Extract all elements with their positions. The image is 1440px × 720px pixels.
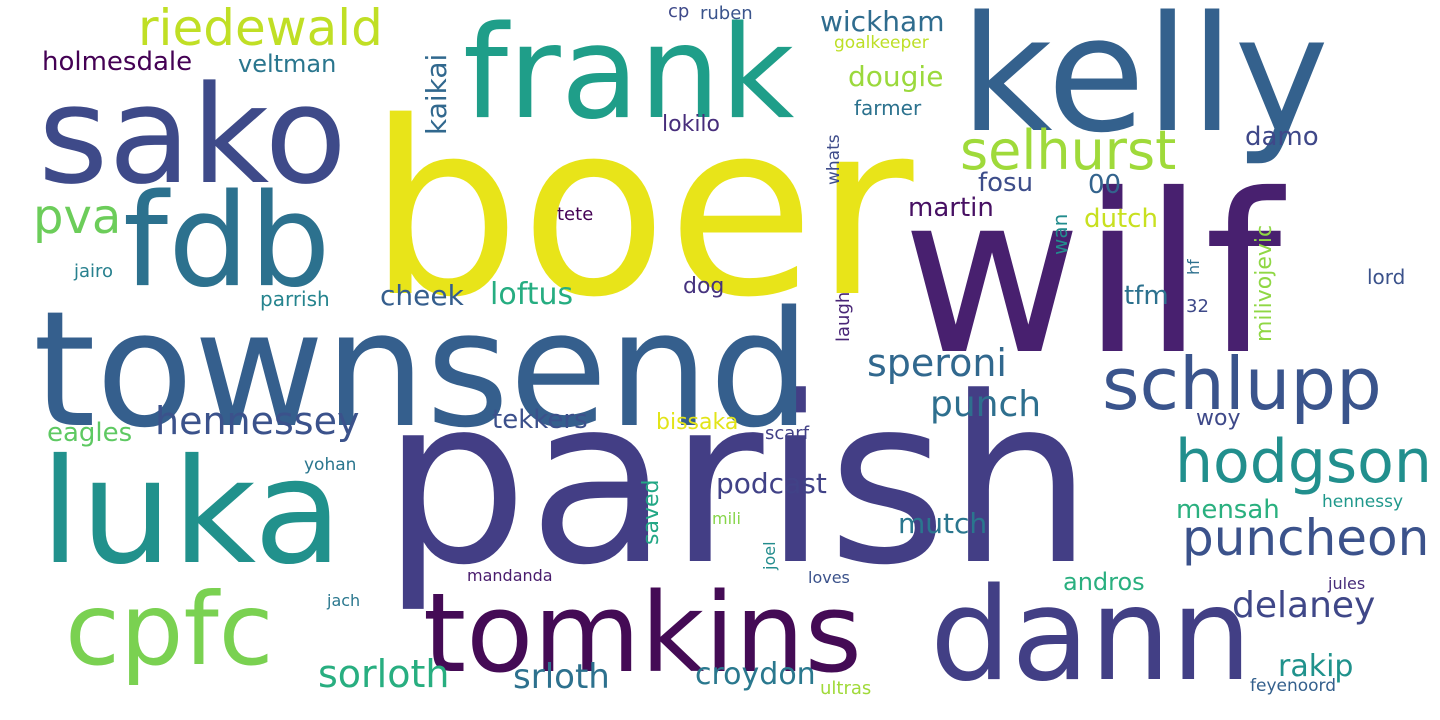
word-jairo: jairo bbox=[74, 261, 114, 282]
word-srloth: srloth bbox=[513, 657, 610, 697]
word-fosu: fosu bbox=[978, 168, 1034, 198]
word-martin: martin bbox=[908, 193, 994, 223]
word-delaney: delaney bbox=[1232, 585, 1376, 626]
word-milivojevic: milivojevic bbox=[1252, 224, 1277, 342]
word-mandanda: mandanda bbox=[467, 566, 553, 585]
word-dutch: dutch bbox=[1084, 204, 1158, 234]
word-ruben: ruben bbox=[700, 3, 753, 24]
word-selhurst: selhurst bbox=[960, 119, 1177, 182]
word-wilf: wilf bbox=[902, 147, 1282, 403]
word-kelly: kelly bbox=[960, 0, 1329, 168]
word-pva: pva bbox=[33, 189, 122, 245]
word-lord: lord bbox=[1367, 265, 1406, 289]
word-woy: woy bbox=[1196, 406, 1241, 431]
word-tomkins: tomkins bbox=[423, 569, 862, 697]
word-feyenoord: feyenoord bbox=[1250, 676, 1337, 696]
word-bissaka: bissaka bbox=[656, 410, 739, 435]
word-wickham: wickham bbox=[820, 5, 945, 38]
word-goalkeeper: goalkeeper bbox=[834, 33, 929, 53]
word-mutch: mutch bbox=[898, 507, 988, 540]
word-tekkers: tekkers bbox=[492, 405, 588, 435]
word-speroni: speroni bbox=[867, 341, 1007, 385]
word-whats: whats bbox=[824, 134, 844, 185]
word-rakip: rakip bbox=[1278, 649, 1354, 684]
word-riedewald: riedewald bbox=[138, 0, 383, 57]
word-sako: sako bbox=[38, 57, 348, 214]
word-kaikai: kaikai bbox=[420, 53, 453, 135]
word-ultras: ultras bbox=[820, 678, 872, 699]
word-lokilo: lokilo bbox=[662, 112, 720, 137]
word-loves: loves bbox=[808, 568, 850, 587]
word-tete: tete bbox=[557, 204, 594, 225]
word-joel: joel bbox=[760, 541, 779, 570]
word-mensah: mensah bbox=[1176, 495, 1280, 525]
word-dann: dann bbox=[930, 561, 1252, 710]
word-jules: jules bbox=[1328, 574, 1366, 593]
word-frank: frank bbox=[463, 0, 795, 148]
word-wan: wan bbox=[1048, 213, 1072, 255]
word-yohan: yohan bbox=[304, 455, 357, 475]
word-croydon: croydon bbox=[695, 657, 816, 692]
word-andros: andros bbox=[1063, 568, 1145, 596]
word-32: 32 bbox=[1186, 296, 1209, 317]
word-tfm: tfm bbox=[1124, 281, 1169, 311]
word-fdb: fdb bbox=[123, 167, 331, 316]
word-00: 00 bbox=[1088, 170, 1122, 200]
word-dog: dog bbox=[683, 274, 725, 299]
word-hodgson: hodgson bbox=[1175, 427, 1432, 497]
word-loftus: loftus bbox=[490, 277, 574, 312]
word-podcast: podcast bbox=[716, 467, 827, 500]
word-hf: hf bbox=[1184, 259, 1203, 275]
word-holmesdale: holmesdale bbox=[42, 47, 193, 77]
word-parrish: parrish bbox=[260, 287, 330, 311]
word-punch: punch bbox=[930, 384, 1042, 425]
word-farmer: farmer bbox=[854, 96, 922, 120]
word-cpfc: cpfc bbox=[65, 571, 274, 688]
word-mili: mili bbox=[712, 509, 741, 528]
word-veltman: veltman bbox=[238, 50, 337, 78]
word-boer: boer bbox=[368, 70, 914, 350]
word-puncheon: puncheon bbox=[1182, 509, 1430, 567]
word-hennessy: hennessy bbox=[1322, 492, 1404, 512]
word-townsend: townsend bbox=[33, 276, 811, 463]
word-saved: saved bbox=[639, 479, 664, 545]
word-schlupp: schlupp bbox=[1102, 342, 1382, 426]
word-hennessey: hennessey bbox=[155, 399, 360, 443]
word-sorloth: sorloth bbox=[318, 652, 450, 696]
word-dougie: dougie bbox=[848, 60, 944, 93]
word-eagles: eagles bbox=[47, 418, 133, 448]
word-cp: cp bbox=[668, 1, 690, 22]
word-jach: jach bbox=[327, 591, 361, 610]
word-laugh: laugh bbox=[833, 291, 854, 342]
word-luka: luka bbox=[40, 428, 343, 597]
word-cheek: cheek bbox=[380, 279, 464, 312]
word-parish: parish bbox=[382, 349, 1094, 616]
word-damo: damo bbox=[1245, 122, 1319, 152]
word-scarf: scarf bbox=[765, 423, 810, 444]
